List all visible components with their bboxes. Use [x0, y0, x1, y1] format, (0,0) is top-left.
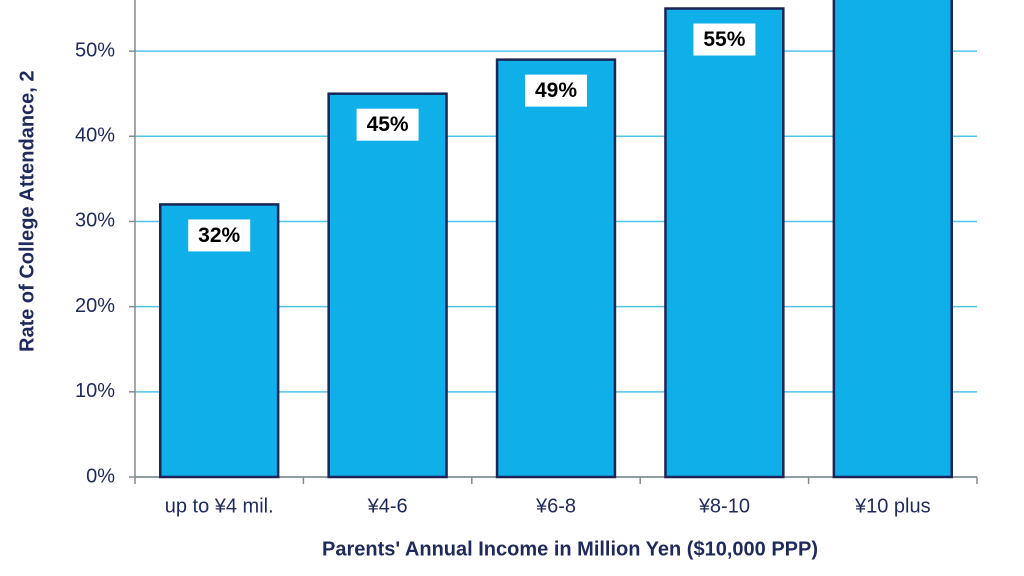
bar — [495, 58, 617, 479]
x-tick-label: ¥6-8 — [535, 495, 576, 517]
value-label-box — [356, 108, 419, 141]
y-tick-label: 50% — [75, 39, 115, 61]
y-tick-label: 0% — [86, 465, 115, 487]
value-label: 45% — [367, 113, 409, 136]
y-tick-label: 30% — [75, 210, 115, 232]
bar — [832, 0, 953, 479]
y-tick-label: 10% — [75, 380, 115, 402]
value-label-box — [693, 23, 756, 56]
value-label: 49% — [535, 79, 577, 102]
value-label-box — [525, 74, 587, 107]
y-tick-label: 40% — [75, 125, 115, 147]
x-tick-label: ¥8-10 — [698, 495, 750, 517]
y-tick-label: 20% — [75, 295, 115, 317]
bar — [327, 92, 448, 479]
y-axis-title: Rate of College Attendance, 2 — [16, 70, 38, 352]
x-tick-label: ¥10 plus — [854, 495, 931, 517]
x-tick-label: ¥4-6 — [367, 495, 408, 517]
x-axis-title: Parents' Annual Income in Million Yen ($… — [322, 538, 818, 560]
value-label: 55% — [703, 28, 745, 51]
value-label: 32% — [198, 224, 240, 247]
x-tick-label: up to ¥4 mil. — [165, 495, 274, 517]
bar — [664, 7, 785, 479]
value-label-box — [188, 219, 251, 252]
